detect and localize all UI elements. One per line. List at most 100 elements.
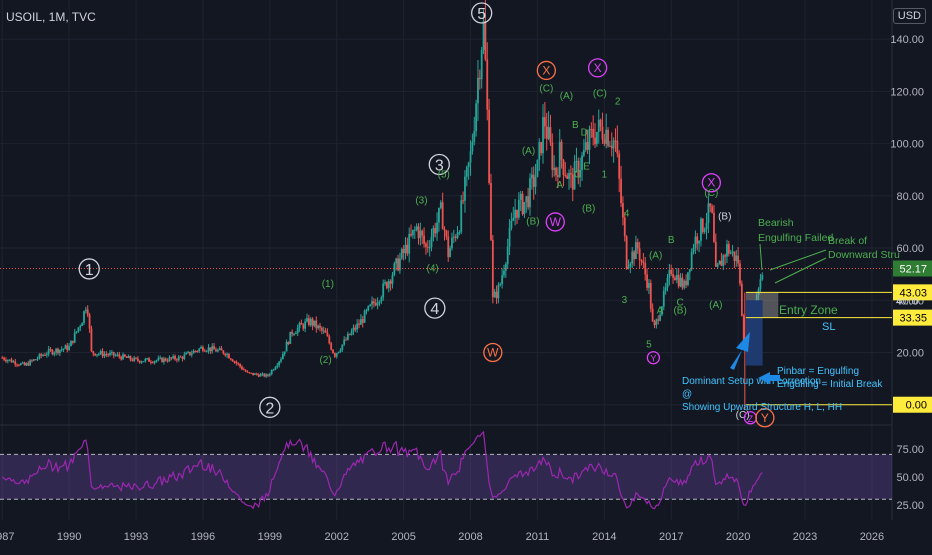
entry-zone[interactable] [744,291,892,410]
candle-body [380,297,383,302]
candle-body [168,357,171,362]
candle-body [445,230,448,237]
candle-body [562,159,565,176]
candle-body [159,357,162,359]
wave-label: B [572,120,579,131]
wave-circle [471,2,493,24]
candle-body [577,161,580,178]
candle-body [25,363,28,366]
candle-body [742,316,745,342]
candle-body [456,232,459,238]
candle-body [207,347,210,351]
candle-body [231,359,234,362]
candle-body [480,50,483,80]
candle-body [346,333,349,340]
candle-body [163,358,165,363]
candle-body [267,374,269,376]
candle-body [493,291,496,298]
candle-body [419,230,422,239]
candle-body [571,174,574,190]
candle-body [112,351,115,356]
price-label-box [893,284,932,301]
time-axis[interactable]: 1987 1990 1993 1996 1999 2002 2005 2008 2011 2014… [0,531,884,543]
candle-body [618,153,621,179]
price-tick: 140.00 [890,34,924,46]
candle-body [623,217,626,237]
candle-body [690,251,693,270]
candle-body [432,228,435,237]
candle-body [703,229,706,232]
candle-body [579,170,582,178]
candle-body [612,140,615,149]
wave-circle [78,258,100,280]
candle-body [423,235,425,244]
candle-body [317,325,320,329]
candle-body [363,310,366,323]
candle-body [724,255,727,257]
candle-body [34,359,37,361]
rsi-pane[interactable] [0,430,892,510]
candle-body [434,228,437,234]
candle-body [737,255,740,264]
candle-body [32,359,35,361]
rsi-band [0,454,892,500]
time-tick: 2017 [659,531,683,543]
candle-body [371,301,373,305]
time-tick: 2005 [391,531,415,543]
wave-label: 1 [602,170,608,181]
candle-body [55,348,58,353]
candle-body [233,361,236,363]
candle-body [629,263,632,267]
candle-body [110,351,113,353]
wave-label: 2 [615,96,621,107]
candle-body [123,354,126,357]
candle-body [326,332,329,337]
candle-body [443,229,446,231]
candle-body [99,351,102,354]
candle-body [283,351,286,354]
wave-circle [536,60,556,81]
candle-body [543,117,546,127]
wave-label: C [677,297,684,308]
candle-body [542,117,544,154]
candle-body [597,119,600,132]
time-tick: 2002 [324,531,348,543]
candle-body [166,360,169,362]
candle-body [354,327,357,330]
wave-label: (C) [736,410,750,421]
candle-body [582,150,585,156]
candle-body [465,167,468,177]
wave-label: Z [748,414,754,424]
candle-body [374,303,377,306]
price-axis[interactable]: 140.00 120.00 100.00 80.00 60.00 40.00 20.00 0.… [890,34,932,512]
candle-body [436,222,438,234]
candle-body [367,305,370,311]
stop-zone-box[interactable] [745,300,763,366]
candle-body [66,345,69,351]
candle-body [475,103,478,132]
candle-body [679,277,682,287]
candle-body [239,363,241,367]
candle-body [103,354,106,357]
candle-body [151,362,154,364]
candle-body [263,373,266,377]
candle-body [467,162,470,168]
candle-body [265,374,268,377]
candle-body [696,236,699,244]
candle-body [735,255,738,261]
candle-body [70,340,72,347]
wave-circle [428,153,450,176]
candle-body [428,247,431,249]
currency-badge[interactable]: USD [892,8,926,24]
candle-body [718,260,721,265]
candle-body [486,59,489,110]
wave-label: (B) [718,211,731,222]
candle-body [73,332,76,343]
candle-body [564,175,567,177]
candle-body [202,347,204,351]
candle-body [287,341,290,345]
candle-body [107,354,110,356]
candle-body [359,319,362,325]
